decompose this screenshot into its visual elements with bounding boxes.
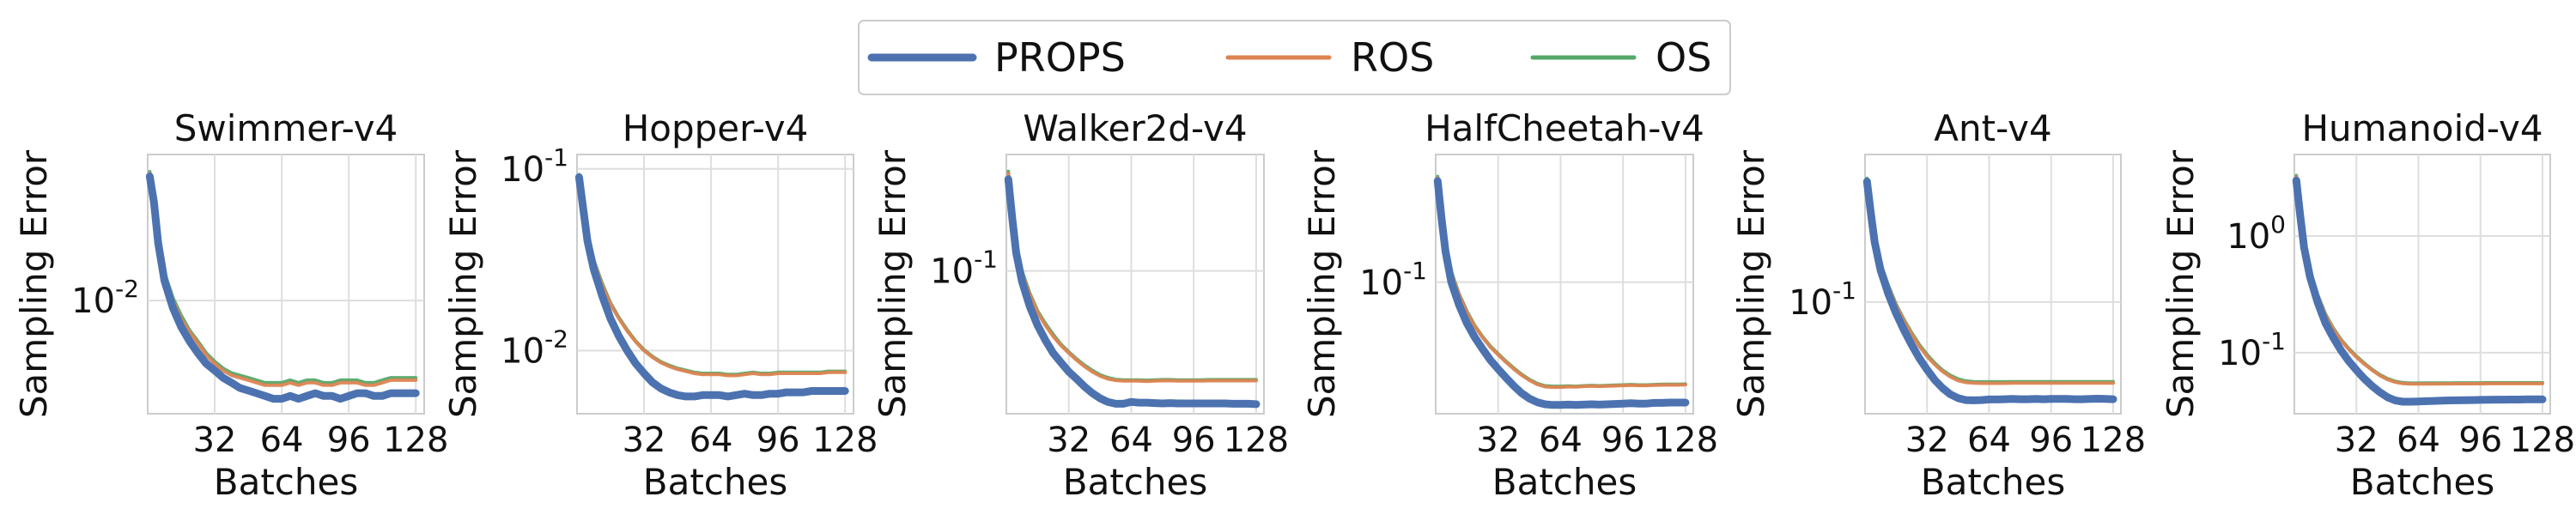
x-tick-label: 128 [383, 421, 448, 460]
x-tick-label: 96 [1601, 421, 1645, 460]
y-axis-label: Sampling Error [1301, 149, 1343, 418]
x-tick-label: 32 [1047, 421, 1091, 460]
chart-walker2d-v4: Walker2d-v4 32 64 96 128 Batches 10-1 Sampling … [872, 107, 1289, 503]
plot-area [1005, 154, 1265, 415]
x-tick-label: 32 [193, 421, 237, 460]
series-line-props [145, 173, 420, 403]
chart-title: HalfCheetah-v4 [1425, 107, 1704, 149]
legend-label-props: PROPS [994, 34, 1126, 81]
plot-area [1435, 154, 1694, 415]
x-axis-label: Batches [1063, 461, 1207, 503]
x-axis-label: Batches [2350, 461, 2494, 503]
x-tick-label: 128 [1653, 421, 1718, 460]
legend-label-ros: ROS [1351, 34, 1434, 81]
x-tick-label: 128 [2510, 421, 2575, 460]
y-tick-label: 10-1 [2218, 327, 2286, 373]
series-line-ros [2294, 175, 2544, 386]
x-tick-label: 64 [690, 421, 733, 460]
x-tick-label: 96 [2029, 421, 2073, 460]
x-tick-label: 128 [812, 421, 878, 460]
series-line-props [2292, 176, 2547, 406]
plot-area [576, 154, 854, 415]
x-axis-label: Batches [643, 461, 787, 503]
y-axis-label: Sampling Error [872, 149, 914, 418]
x-tick-label: 64 [1539, 421, 1583, 460]
x-axis-label: Batches [214, 461, 358, 503]
plot-area [147, 154, 425, 415]
series-line-props [574, 173, 849, 401]
y-tick-label: 10-2 [71, 275, 139, 321]
chart-swimmer-v4: Swimmer-v4 32 64 96 128 Batches 10-2 Sampling E… [13, 107, 448, 503]
plot-area [2293, 154, 2551, 415]
y-tick-label: 10-1 [1359, 257, 1427, 303]
chart-title: Ant-v4 [1934, 107, 2051, 149]
x-tick-label: 32 [623, 421, 666, 460]
chart-title: Walker2d-v4 [1023, 107, 1247, 149]
series-line-ros [577, 173, 848, 378]
chart-hopper-v4: Hopper-v4 32 64 96 128 Batches 10-2 10-1 Samplin… [442, 107, 878, 503]
y-tick-label: 100 [2227, 210, 2286, 257]
y-axis-label: Sampling Error [442, 149, 484, 418]
x-tick-label: 64 [1967, 421, 2011, 460]
y-tick-label: 10-2 [501, 325, 568, 372]
chart-humanoid-v4: Humanoid-v4 32 64 96 128 Batches 10-1 100 Sampli… [2160, 107, 2575, 503]
y-tick-label: 10-1 [501, 143, 568, 190]
legend-label-os: OS [1656, 34, 1711, 81]
series-line-props [1004, 175, 1261, 409]
series-line-ros [1436, 176, 1687, 390]
x-tick-label: 32 [2335, 421, 2379, 460]
y-axis-label: Sampling Error [1730, 149, 1772, 418]
series-line-ros [1006, 172, 1258, 384]
y-tick-label: 10-1 [930, 245, 998, 292]
x-tick-label: 64 [2397, 421, 2440, 460]
plot-area [1864, 154, 2122, 415]
x-tick-label: 32 [1476, 421, 1520, 460]
chart-title: Humanoid-v4 [2301, 107, 2543, 149]
x-tick-label: 64 [260, 421, 304, 460]
x-tick-label: 96 [327, 421, 371, 460]
x-tick-label: 32 [1905, 421, 1949, 460]
x-tick-label: 64 [1109, 421, 1153, 460]
series-line-props [1433, 177, 1690, 409]
y-axis-label: Sampling Error [2160, 149, 2202, 418]
chart-halfcheetah-v4: HalfCheetah-v4 32 64 96 128 Batches 10-1 Sampli… [1301, 107, 1718, 503]
chart-title: Hopper-v4 [623, 107, 809, 149]
x-tick-label: 128 [2081, 421, 2146, 460]
x-axis-label: Batches [1492, 461, 1637, 503]
x-tick-label: 96 [2458, 421, 2502, 460]
series-line-ros [148, 172, 418, 387]
x-axis-label: Batches [1921, 461, 2065, 503]
x-tick-label: 96 [756, 421, 800, 460]
x-tick-label: 128 [1224, 421, 1289, 460]
x-tick-label: 96 [1172, 421, 1216, 460]
legend: PROPS ROS OS [858, 20, 1731, 95]
series-line-props [1862, 178, 2117, 404]
chart-ant-v4: Ant-v4 32 64 96 128 Batches 10-1 Sampling Error [1730, 107, 2146, 503]
chart-title: Swimmer-v4 [174, 107, 398, 149]
y-tick-label: 10-1 [1789, 276, 1856, 323]
y-axis-label: Sampling Error [13, 149, 55, 418]
